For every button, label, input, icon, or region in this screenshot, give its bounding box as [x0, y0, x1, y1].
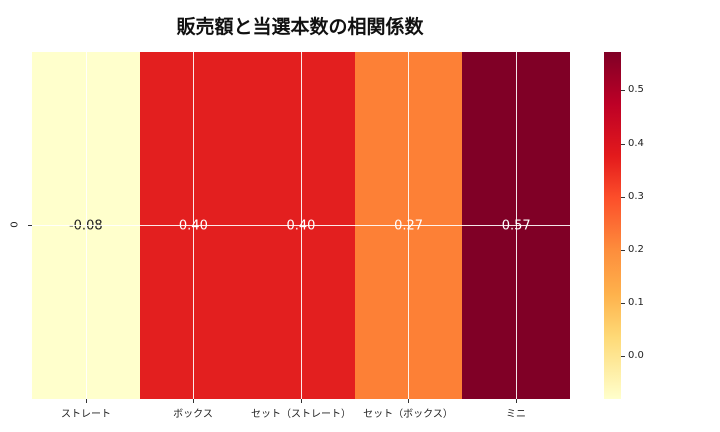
gridline-vertical	[301, 52, 302, 399]
x-tick-label: ミニ	[506, 409, 526, 420]
x-tick	[408, 399, 409, 403]
colorbar-tick	[621, 90, 625, 91]
chart-title: 販売額と当選本数の相関係数	[176, 16, 424, 38]
colorbar-label: 0.4	[628, 138, 644, 149]
y-tick-label: 0	[9, 221, 21, 228]
colorbar-tick	[621, 197, 625, 198]
colorbar-tick	[621, 144, 625, 145]
colorbar-tick	[621, 356, 625, 357]
x-tick	[193, 399, 194, 403]
x-tick	[516, 399, 517, 403]
gridline-vertical	[86, 52, 87, 399]
x-tick	[301, 399, 302, 403]
colorbar-label: 0.5	[628, 84, 644, 95]
colorbar-tick	[621, 250, 625, 251]
x-tick-label: セット（ボックス）	[363, 409, 453, 420]
colorbar-label: 0.0	[628, 350, 644, 361]
colorbar-label: 0.2	[628, 244, 644, 255]
gridline-vertical	[516, 52, 517, 399]
x-tick	[86, 399, 87, 403]
x-tick-label: ボックス	[173, 409, 213, 420]
gridline-vertical	[193, 52, 194, 399]
y-tick	[28, 225, 32, 226]
x-tick-label: セット（ストレート）	[251, 409, 351, 420]
x-tick-label: ストレート	[61, 409, 111, 420]
gridline-vertical	[408, 52, 409, 399]
colorbar-tick	[621, 303, 625, 304]
colorbar-label: 0.3	[628, 191, 644, 202]
colorbar	[604, 52, 621, 399]
colorbar-label: 0.1	[628, 297, 644, 308]
